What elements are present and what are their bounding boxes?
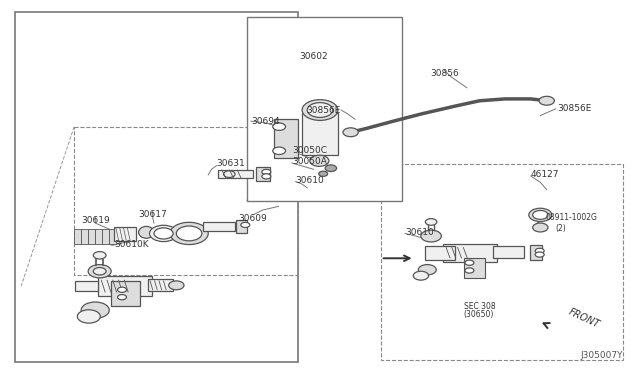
Bar [114,227,136,241]
Circle shape [535,248,544,253]
Circle shape [176,226,202,241]
Circle shape [413,271,429,280]
Bar [246,17,402,201]
Bar [255,167,269,181]
Circle shape [307,103,333,118]
Circle shape [529,208,552,222]
Circle shape [170,222,208,244]
Text: 30602: 30602 [300,52,328,61]
Circle shape [93,267,106,275]
Circle shape [88,264,111,278]
Bar [443,244,497,262]
Circle shape [532,211,548,219]
Circle shape [169,281,184,290]
Text: 30856: 30856 [430,69,459,78]
Bar [493,246,524,257]
Circle shape [118,287,127,292]
Bar [109,229,116,244]
Circle shape [93,251,106,259]
Text: (2): (2) [555,224,566,233]
Circle shape [154,228,173,239]
Circle shape [118,295,127,300]
Circle shape [273,147,285,154]
Circle shape [539,96,554,105]
Text: 30610: 30610 [405,228,434,237]
Circle shape [535,252,544,257]
Bar [95,229,102,244]
Text: 30856E: 30856E [306,106,340,115]
Text: 30609: 30609 [239,214,268,223]
Text: 46127: 46127 [531,170,559,179]
Text: 30617: 30617 [138,210,167,219]
Circle shape [532,223,548,232]
Text: 30610K: 30610K [115,240,149,249]
Circle shape [343,128,358,137]
Bar [303,113,337,155]
Circle shape [426,219,437,225]
Bar [98,276,152,296]
Bar [74,229,81,244]
Text: 30631: 30631 [216,159,245,168]
Circle shape [419,264,436,275]
Circle shape [465,268,474,273]
Bar [236,220,247,233]
Circle shape [77,310,100,323]
Bar [425,246,456,260]
Bar [203,222,235,231]
Bar [75,281,98,291]
Circle shape [421,230,442,242]
Circle shape [262,169,271,174]
Circle shape [302,100,338,121]
Text: FRONT: FRONT [567,307,602,330]
Circle shape [150,225,177,241]
Text: SEC 308: SEC 308 [464,302,495,311]
Bar [111,282,140,305]
Text: 30694: 30694 [251,117,280,126]
Circle shape [273,123,285,131]
Text: 30619: 30619 [81,216,109,225]
Bar [88,229,95,244]
Text: (30650): (30650) [464,311,494,320]
Bar [381,164,623,360]
Circle shape [325,165,337,171]
Text: 30856E: 30856E [557,104,592,113]
Text: 30050A: 30050A [292,157,327,166]
Bar [148,279,173,291]
Circle shape [465,260,474,265]
Text: 30050C: 30050C [292,146,327,155]
Bar [218,170,253,178]
Bar [102,229,109,244]
Text: 08911-1002G: 08911-1002G [545,213,597,222]
Bar [530,245,541,260]
Ellipse shape [139,227,154,238]
Text: J305007Y: J305007Y [581,351,623,360]
Circle shape [223,171,235,177]
Bar [74,127,298,275]
Bar [465,258,484,278]
Circle shape [81,302,109,318]
Bar [274,119,298,158]
Circle shape [262,174,271,179]
Bar [81,229,88,244]
Circle shape [319,171,328,176]
Circle shape [241,222,250,228]
Circle shape [310,155,329,166]
Text: 30610: 30610 [296,176,324,185]
Bar [15,12,298,362]
